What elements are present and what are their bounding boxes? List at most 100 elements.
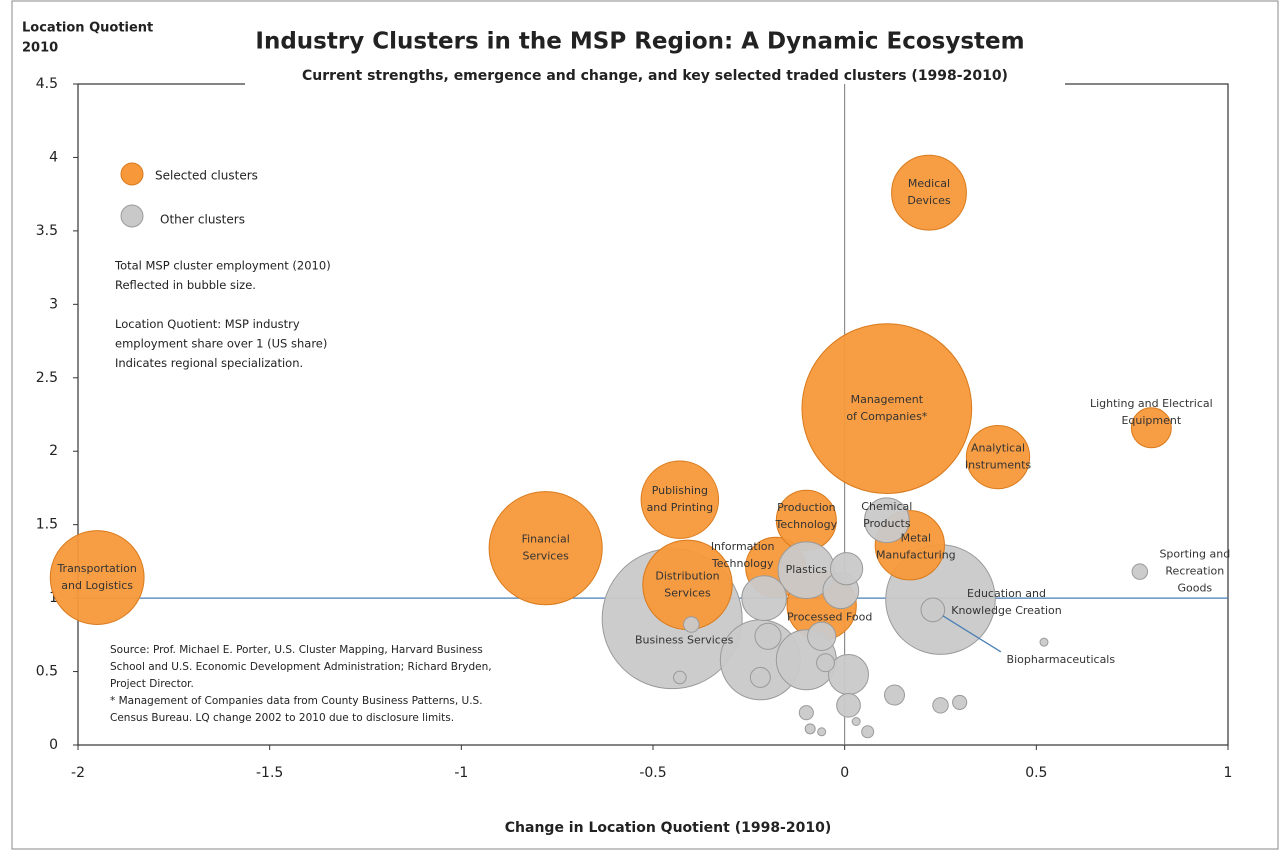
bubble-label: Knowledge Creation <box>951 604 1062 617</box>
y-tick-label: 0.5 <box>36 664 58 680</box>
bubble-label: Services <box>522 550 569 563</box>
bubble <box>804 723 816 735</box>
note: Indicates regional specialization. <box>115 356 303 370</box>
bubble <box>741 575 788 621</box>
bubble-label: Analytical <box>971 442 1025 455</box>
bubble-label: Publishing <box>652 484 708 497</box>
bubble-label: Chemical <box>861 500 912 513</box>
bubble-label: and Printing <box>647 501 714 514</box>
bubble-label: Equipment <box>1121 414 1181 427</box>
bubble-label: Devices <box>907 194 951 207</box>
y-tick-label: 0 <box>49 737 58 753</box>
bubble <box>754 622 782 650</box>
bubble-label: Information <box>711 540 775 553</box>
bubble-label: Services <box>664 586 711 599</box>
bubble-label: Technology <box>711 557 774 570</box>
frame <box>11 0 1279 850</box>
bubble-label: Lighting and Electrical <box>1090 397 1213 410</box>
chart-title: Industry Clusters in the MSP Region: A D… <box>255 29 1024 55</box>
bubble <box>673 670 687 685</box>
note: Location Quotient: MSP industry <box>115 317 300 331</box>
bubble <box>836 693 861 718</box>
source-note: School and U.S. Economic Development Adm… <box>110 661 492 673</box>
y-tick-label: 1.5 <box>36 517 58 533</box>
y-axis-label: Location Quotient <box>22 21 153 36</box>
bubble-label: Distribution <box>655 569 719 582</box>
bubble <box>851 716 861 726</box>
bubble-label: Biopharmaceuticals <box>1007 653 1116 666</box>
x-tick-label: 0 <box>840 765 849 781</box>
bubble <box>861 725 875 739</box>
bubble <box>816 653 835 673</box>
bubble <box>920 597 946 623</box>
bubble <box>807 621 837 651</box>
bubble <box>817 727 827 737</box>
bubble <box>932 697 949 714</box>
y-tick-label: 2.5 <box>36 370 58 386</box>
bubble-label: of Companies* <box>846 410 927 423</box>
subtitle-bg <box>245 66 1065 88</box>
bubble-label: Products <box>863 517 911 530</box>
bubble-label: Management <box>851 393 924 406</box>
y-tick-label: 1 <box>49 590 58 606</box>
bubble-label: Financial <box>522 533 570 546</box>
legend-label: Other clusters <box>160 213 245 227</box>
bubble <box>49 530 145 625</box>
source-note: * Management of Companies data from Coun… <box>110 695 483 707</box>
bubble <box>798 705 814 721</box>
legend-marker <box>120 204 144 228</box>
bubble-label: Sporting and <box>1159 548 1230 561</box>
bubble <box>749 666 771 688</box>
bubble-label: Metal <box>901 532 931 545</box>
bubble-label: Technology <box>775 518 838 531</box>
source-note: Source: Prof. Michael E. Porter, U.S. Cl… <box>110 644 483 656</box>
bubble-label: Manufacturing <box>876 549 956 562</box>
y-tick-label: 4 <box>49 149 58 165</box>
y-tick-label: 2 <box>49 443 58 459</box>
bubble <box>488 491 603 606</box>
subtitle: Current strengths, emergence and change,… <box>302 68 1008 84</box>
x-tick-label: 1 <box>1224 765 1233 781</box>
bubble-label: Transportation <box>56 562 136 575</box>
bubble-label: and Logistics <box>61 579 133 592</box>
bubble-label: Goods <box>1177 582 1212 595</box>
bubble <box>829 552 864 586</box>
bubble <box>640 460 720 539</box>
x-tick-label: 0.5 <box>1025 765 1047 781</box>
bubble <box>1039 637 1049 647</box>
bubble-label: Medical <box>908 177 950 190</box>
y-tick-label: 3 <box>49 296 58 312</box>
note: Total MSP cluster employment (2010) <box>114 259 331 273</box>
bubble <box>642 539 733 631</box>
y-axis-label: 2010 <box>22 41 58 56</box>
y-tick-label: 4.5 <box>36 76 58 92</box>
bubble <box>884 684 905 706</box>
bubble <box>683 616 700 633</box>
legend-label: Selected clusters <box>155 169 258 183</box>
bubble <box>863 497 910 544</box>
bubble <box>891 154 967 231</box>
x-tick-label: -0.5 <box>639 765 666 781</box>
bubble <box>952 694 968 710</box>
arrow <box>942 615 1002 653</box>
x-axis-label: Change in Location Quotient (1998-2010) <box>505 820 831 836</box>
x-tick-label: -1.5 <box>256 765 283 781</box>
bubble-label: Education and <box>967 587 1046 600</box>
bubble-label: Business Services <box>635 634 734 647</box>
x-tick-label: -2 <box>71 765 85 781</box>
bubble-label: Instruments <box>965 459 1032 472</box>
source-note: Project Director. <box>110 678 194 690</box>
note: employment share over 1 (US share) <box>115 337 327 351</box>
x-tick-label: -1 <box>454 765 468 781</box>
bubble-label: Processed Food <box>787 610 872 623</box>
bubble <box>965 424 1031 490</box>
bubble-label: Plastics <box>786 563 828 576</box>
source-note: Census Bureau. LQ change 2002 to 2010 du… <box>110 712 454 724</box>
bubble-label: Production <box>777 501 836 514</box>
bubble <box>1130 407 1172 449</box>
bubble <box>1131 563 1149 580</box>
legend-marker <box>120 162 144 186</box>
note: Reflected in bubble size. <box>115 278 256 292</box>
bubble-label: Recreation <box>1165 565 1224 578</box>
